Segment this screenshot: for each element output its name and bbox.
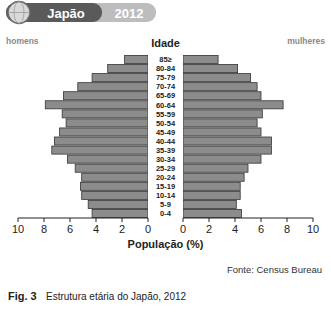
bar (60, 128, 148, 136)
bar (64, 92, 149, 100)
category-label: 20-24 (156, 173, 176, 182)
bar (78, 83, 148, 91)
bar (183, 74, 251, 82)
tick-label: 8 (41, 223, 47, 235)
bar (183, 182, 240, 190)
y-axis-label: Idade (151, 37, 180, 49)
source: Fonte: Census Bureau (227, 264, 322, 275)
bar (66, 119, 148, 127)
category-label: 5-9 (160, 200, 171, 209)
category-label: 70-74 (156, 82, 176, 91)
series-label: mulheres (287, 36, 325, 46)
category-label: 80-84 (156, 64, 176, 73)
tick (313, 218, 314, 222)
tick (235, 218, 236, 222)
tick-label: 4 (232, 223, 238, 235)
bar (183, 65, 238, 73)
category-label: 85≥ (159, 55, 171, 64)
tick-label: 2 (206, 223, 212, 235)
bar (183, 155, 261, 163)
tick-label: 4 (93, 223, 99, 235)
tick-label: 6 (67, 223, 73, 235)
tick (96, 218, 97, 222)
category-label: 15-19 (156, 182, 175, 191)
caption: Estrutura etária do Japão, 2012 (46, 291, 187, 302)
x-axis (18, 218, 148, 219)
x-axis (183, 218, 313, 219)
category-label: 50-54 (156, 119, 176, 128)
bar (183, 209, 242, 217)
bar (82, 191, 148, 199)
category-label: 75-79 (156, 73, 175, 82)
category-label: 65-69 (156, 91, 175, 100)
category-label: 40-44 (156, 137, 176, 146)
subtitle: 2012 (115, 6, 144, 21)
category-label: 10-14 (156, 191, 176, 200)
bar (108, 65, 148, 73)
category-label: 35-39 (156, 146, 175, 155)
bar (82, 173, 148, 181)
bar (183, 173, 244, 181)
tick (122, 218, 123, 222)
tick (183, 218, 184, 222)
tick (287, 218, 288, 222)
bar (183, 92, 261, 100)
bar (183, 128, 261, 136)
tick (148, 218, 149, 222)
bar (80, 182, 148, 190)
title: Japão (47, 6, 85, 21)
bar (183, 164, 248, 172)
tick-label: 8 (284, 223, 290, 235)
tick (44, 218, 45, 222)
bar (183, 83, 257, 91)
tick-label: 0 (180, 223, 186, 235)
bars-women (183, 56, 283, 218)
bar (125, 56, 148, 64)
bar (75, 164, 148, 172)
x-axis-label: População (%) (128, 238, 204, 250)
category-label: 45-49 (156, 128, 175, 137)
bar (183, 137, 271, 145)
globe-icon (8, 2, 30, 24)
bar (88, 200, 148, 208)
bar (45, 101, 148, 109)
tick-label: 6 (258, 223, 264, 235)
bar (183, 119, 257, 127)
bar (183, 146, 271, 154)
bar (183, 56, 218, 64)
category-label: 55-59 (156, 110, 175, 119)
tick (70, 218, 71, 222)
tick-label: 0 (145, 223, 151, 235)
tick (261, 218, 262, 222)
bar (183, 110, 262, 118)
tick-label: 2 (119, 223, 125, 235)
caption-prefix: Fig. 3 (8, 290, 37, 302)
bar (183, 101, 283, 109)
bar (183, 200, 236, 208)
category-label: 30-34 (156, 155, 176, 164)
bars-men (45, 56, 148, 218)
globe-line (8, 12, 30, 13)
category-label: 60-64 (156, 101, 176, 110)
tick (209, 218, 210, 222)
category-label: 0-4 (160, 209, 172, 218)
bar (183, 191, 240, 199)
bar (54, 137, 148, 145)
tick-label: 10 (12, 223, 24, 235)
tick (18, 218, 19, 222)
bar (92, 209, 148, 217)
bar (92, 74, 148, 82)
tick-label: 10 (307, 223, 319, 235)
category-label: 25-29 (156, 164, 175, 173)
bar (67, 155, 148, 163)
series-label: homens (6, 36, 39, 46)
bar (52, 146, 148, 154)
bar (62, 110, 148, 118)
